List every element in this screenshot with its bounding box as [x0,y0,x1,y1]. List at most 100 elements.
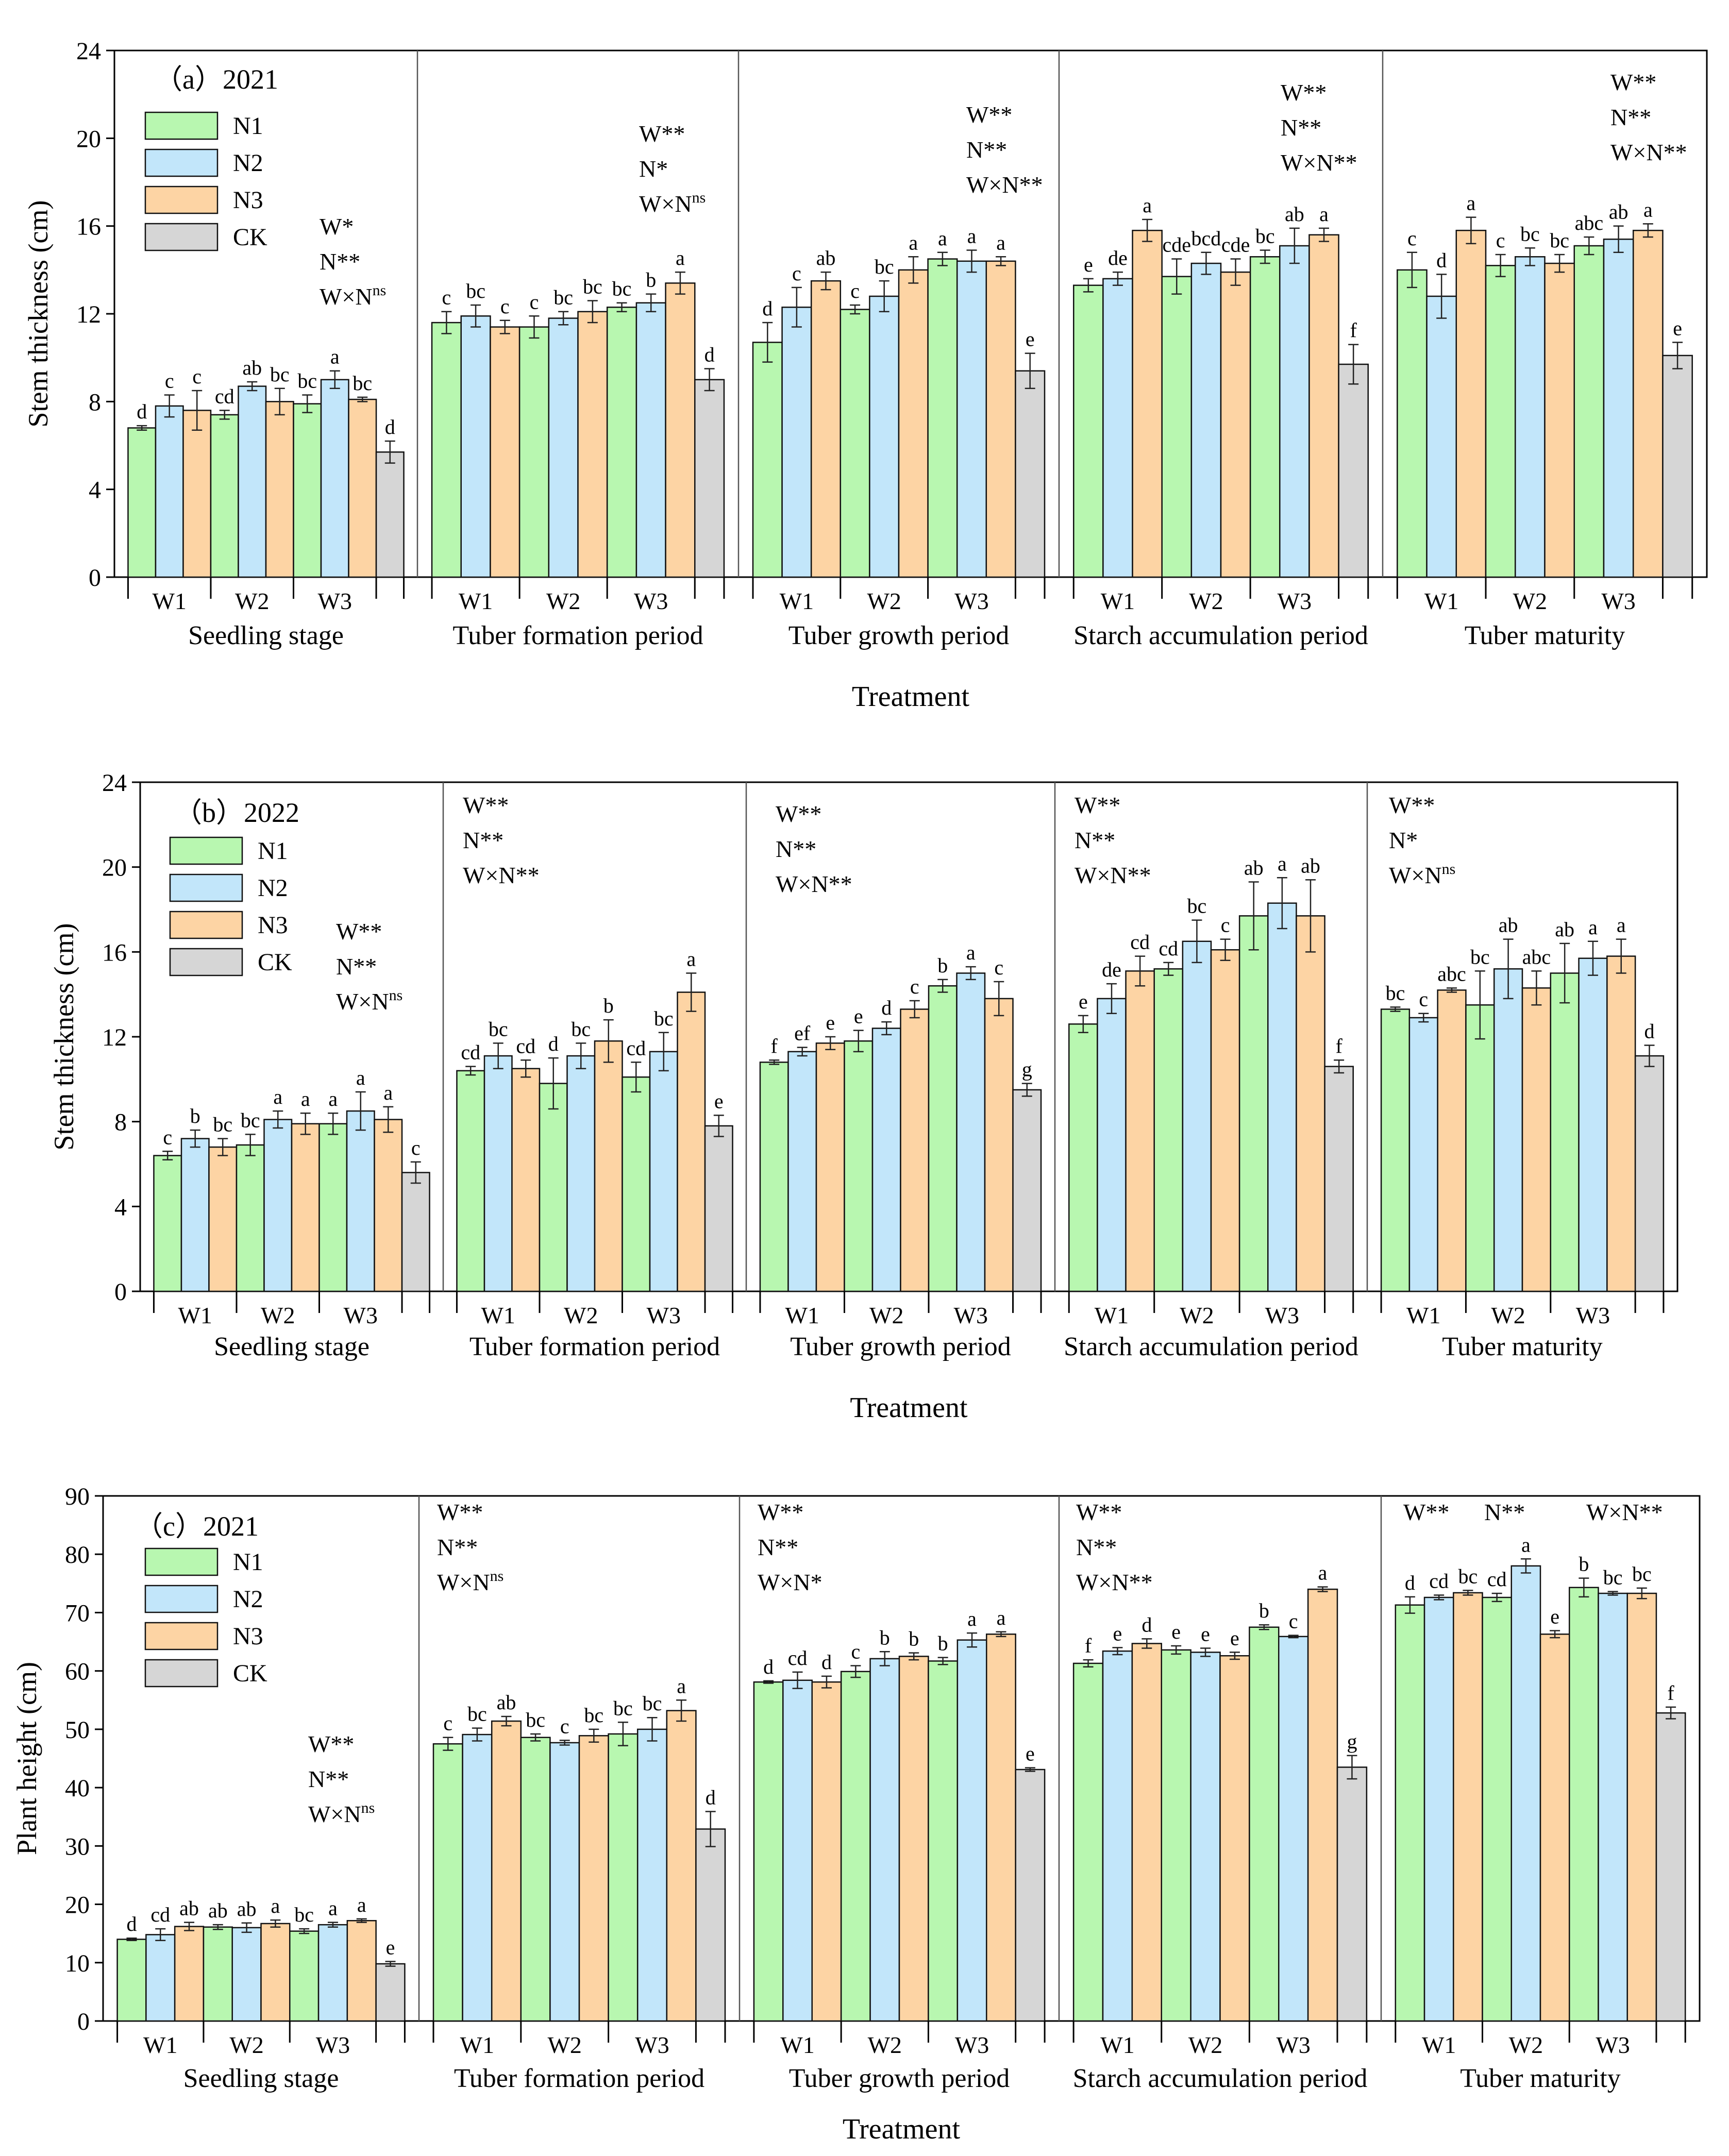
data-label: bcd [1191,227,1221,250]
bar-n2 [263,1119,293,1292]
bar-n2 [1603,238,1634,578]
bar-n1 [759,1062,789,1292]
data-label: a [383,1081,393,1104]
x-tick-label: W3 [955,2032,989,2058]
data-label: a [273,1085,282,1108]
legend-label: N1 [233,1548,263,1576]
significance-block: W** N** W×Nns [437,1499,503,1595]
bar-ck [375,451,405,578]
y-tick-label: 20 [102,854,127,882]
data-label: g [1347,1730,1357,1753]
legend-label: N2 [233,1586,263,1613]
data-label: de [1102,958,1121,981]
data-label: d [1436,248,1447,272]
data-label: a [1278,852,1287,875]
significance-w: W** [758,1499,803,1525]
significance-block: W** N** W×Nns [336,918,402,1015]
bar-n2 [320,379,349,578]
significance-block: W** N** W×Nns [308,1731,375,1827]
x-tick-label: W1 [1100,2032,1134,2058]
data-label: bc [654,1007,674,1030]
significance-n: N** [437,1534,478,1560]
bar-ck [704,1125,733,1292]
bar-n3 [348,398,377,578]
bar-n3 [490,326,521,578]
data-label: bc [643,1692,662,1715]
data-label: a [677,1674,686,1697]
data-label: bc [1187,895,1207,918]
data-label: a [966,941,976,964]
data-label: d [385,415,395,439]
significance-superscript: ns [692,189,706,206]
data-label: e [1026,328,1035,351]
bar-ck [375,1963,406,2022]
data-label: bc [1255,225,1275,248]
data-label: abc [1575,211,1604,234]
data-label: a [271,1894,280,1917]
bar-n1 [1073,284,1104,578]
data-label: c [1496,229,1505,252]
data-label: a [357,1893,366,1916]
data-label: e [1230,1626,1239,1649]
data-label: de [1108,246,1128,270]
y-tick-label: 20 [76,125,101,153]
bar-n3 [1131,1643,1162,2022]
bar-n1 [1249,256,1281,578]
significance-w: W** [776,801,821,827]
data-label: bc [1550,229,1569,252]
legend-label: N1 [233,112,263,140]
bar-n3 [578,1735,609,2022]
bar-n2 [317,1924,348,2022]
data-label: bc [489,1017,508,1040]
bar-n3 [1307,1588,1338,2022]
data-label: e [1079,990,1088,1013]
data-label: a [301,1087,310,1110]
bar-ck [1336,1766,1368,2022]
y-tick-label: 8 [89,389,101,416]
bar-ck [1015,1768,1046,2022]
x-tick-label: W3 [316,2032,350,2058]
bar-ck [401,1172,430,1292]
data-label: bc [1632,1562,1652,1586]
data-label: d [137,400,147,423]
significance-wxn: W×N** [1610,139,1687,165]
bar-n3 [594,1040,623,1292]
data-label: cd [788,1646,808,1670]
bar-n2 [1190,1652,1221,2022]
data-label: abc [1522,945,1551,968]
significance-superscript: ns [490,1568,504,1585]
data-label: cd [1429,1569,1449,1592]
bar-n3 [1308,234,1339,578]
bar-n3 [577,311,608,578]
data-label: a [1143,194,1152,217]
data-label: a [909,231,918,254]
data-label: a [676,246,685,270]
data-label: g [1022,1058,1032,1081]
significance-block: W** N** W×N** [776,801,852,897]
x-tick-label: W1 [780,2032,814,2058]
x-tick-label: W3 [634,588,668,614]
bar-n2 [549,1742,580,2022]
legend-swatch-n2 [169,873,243,902]
data-label: abc [1437,962,1466,985]
bar-n2 [1190,262,1222,578]
data-label: bc [294,1903,314,1926]
y-axis-label: Plant height (cm) [11,1662,42,1855]
data-label: b [190,1104,200,1127]
y-tick-label: 50 [65,1716,90,1744]
x-tick-label: W3 [1276,2032,1310,2058]
legend-swatch-n2 [144,1585,219,1613]
bar-n2 [1408,1017,1438,1292]
data-label: d [704,343,715,366]
bar-n1 [844,1040,874,1292]
bar-n3 [810,280,842,578]
x-tick-label: W1 [460,2032,494,2058]
data-label: e [1201,1623,1210,1646]
bar-n2 [1267,902,1297,1292]
chart-panel-c: 0 10 20 30 40 50 60 70 80 90 Plant height (cm) Trea… [11,1483,1701,2145]
x-tick-label: W2 [1180,1302,1214,1328]
